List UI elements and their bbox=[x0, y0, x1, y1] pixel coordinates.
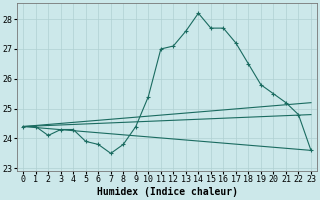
X-axis label: Humidex (Indice chaleur): Humidex (Indice chaleur) bbox=[97, 187, 237, 197]
